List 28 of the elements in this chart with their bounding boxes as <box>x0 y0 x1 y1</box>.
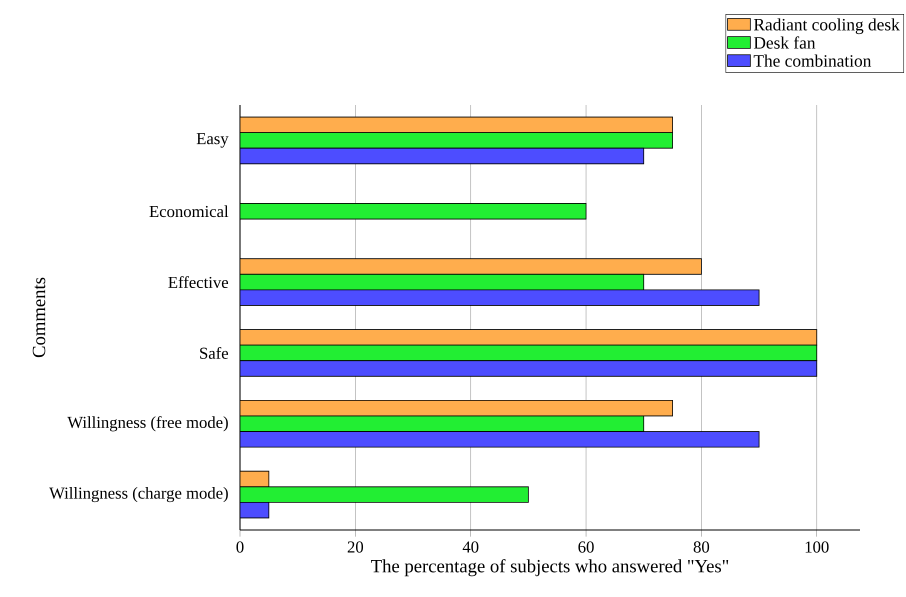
y-tick-label: Willingness (charge mode) <box>49 487 228 502</box>
x-tick-label: 100 <box>806 541 829 553</box>
bar <box>240 329 818 346</box>
bar <box>240 416 644 432</box>
bar <box>240 470 270 488</box>
x-tick-label: 80 <box>694 541 710 553</box>
bar <box>240 274 644 290</box>
x-tick-label: 40 <box>462 541 478 553</box>
bar <box>240 132 673 149</box>
legend-label: Desk fan <box>754 36 816 49</box>
y-tick-label: Economical <box>150 205 228 218</box>
bar <box>240 258 702 275</box>
bar <box>240 344 818 362</box>
bar <box>240 203 586 220</box>
x-tick-label: 0 <box>236 541 244 553</box>
x-axis-title: The percentage of subjects who answered "Yes" <box>371 559 728 576</box>
x-tick-label: 20 <box>348 541 364 553</box>
legend-label: The combination <box>754 54 872 67</box>
legend-label: Radiant cooling desk <box>754 18 900 34</box>
bar <box>240 116 673 134</box>
y-tick-label: Effective <box>168 276 228 288</box>
bar <box>240 486 529 503</box>
y-axis-title: Comments <box>32 278 46 358</box>
x-tick-label: 60 <box>578 541 594 553</box>
y-tick-label: Safe <box>200 346 228 359</box>
bar <box>240 400 673 416</box>
y-tick-label: Willingness (free mode) <box>67 416 228 432</box>
y-tick-label: Easy <box>196 133 229 148</box>
